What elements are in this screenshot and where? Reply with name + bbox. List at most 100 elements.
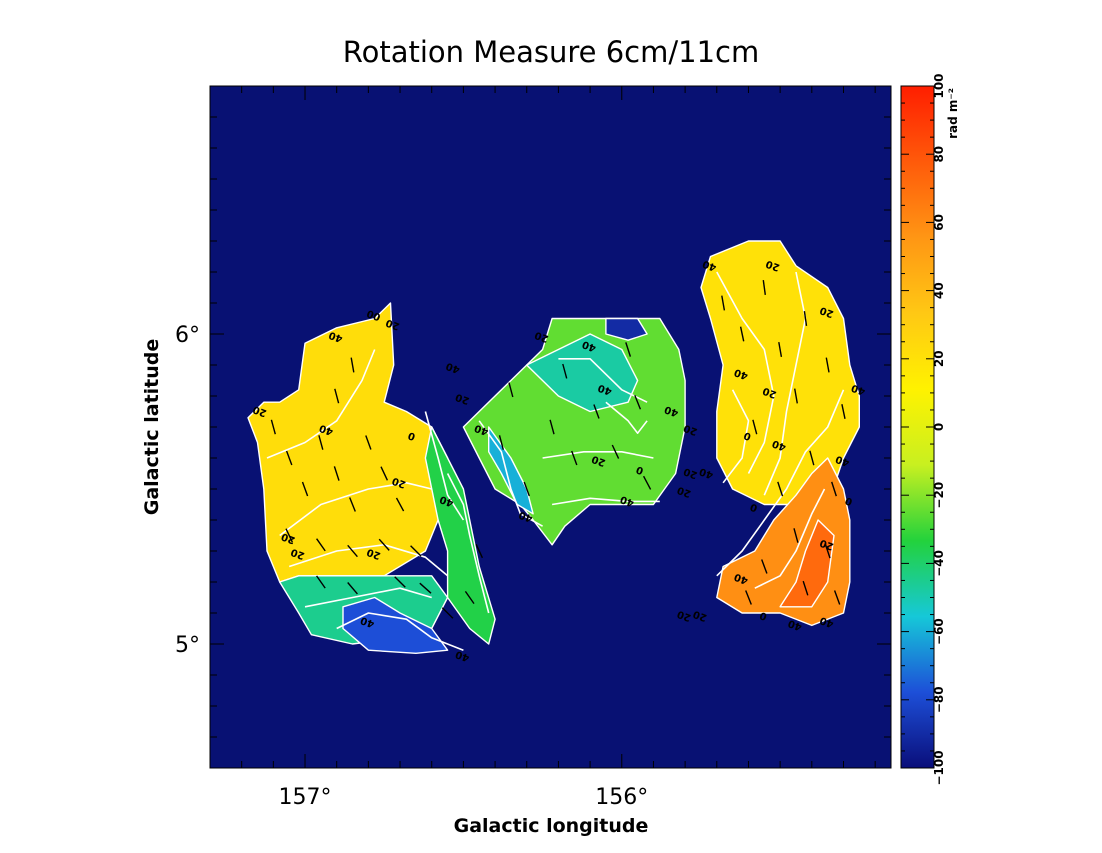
x-axis: 157° 156° bbox=[209, 86, 876, 810]
y-axis-label: Galactic latitude bbox=[141, 339, 163, 516]
polarization-vector-24 bbox=[523, 481, 530, 497]
polarization-vector-31 bbox=[562, 363, 568, 379]
rm-region-2 bbox=[342, 596, 449, 654]
contour-line-5 bbox=[446, 473, 490, 614]
contour-label-10: 40 bbox=[359, 614, 376, 629]
contour-line-10 bbox=[542, 450, 654, 459]
contour-label-28: 40 bbox=[701, 257, 718, 272]
contour-label-37: 40 bbox=[834, 453, 851, 468]
colorbar-tick-label-2: −60 bbox=[932, 618, 946, 645]
polarization-vector-41 bbox=[794, 388, 798, 404]
polarization-vector-5 bbox=[349, 497, 356, 512]
polarization-vector-40 bbox=[841, 404, 846, 419]
contour-label-11: 40 bbox=[454, 648, 471, 663]
polarization-vector-20 bbox=[441, 607, 454, 619]
polarization-vector-45 bbox=[777, 481, 784, 497]
polarization-vector-38 bbox=[803, 311, 808, 326]
polarization-vector-2 bbox=[301, 481, 309, 497]
contour-label-20: 20 bbox=[590, 453, 607, 468]
polarization-vector-43 bbox=[809, 450, 815, 466]
colorbar-tick-label-1: −80 bbox=[932, 686, 946, 713]
polarization-vector-12 bbox=[378, 538, 390, 551]
polarization-vector-49 bbox=[802, 580, 809, 596]
polarization-vector-34 bbox=[721, 295, 726, 311]
contour-line-4 bbox=[336, 612, 464, 651]
contour-label-8: 20 bbox=[289, 546, 306, 561]
polarization-vector-26 bbox=[571, 450, 578, 466]
polarization-vector-0 bbox=[270, 419, 276, 435]
polarization-vector-30 bbox=[642, 475, 652, 490]
polarization-vector-33 bbox=[508, 382, 514, 398]
contour-label-18: 40 bbox=[581, 338, 598, 353]
polarization-vector-23 bbox=[498, 435, 504, 450]
colorbar-tick-label-7: 40 bbox=[932, 282, 946, 299]
colorbar: −100 −80 −60 −40 −20 0 20 40 60 80 100 rad m⁻² bbox=[900, 73, 960, 786]
colorbar-tick-label-6: 20 bbox=[932, 350, 946, 367]
contour-label-3: 20 bbox=[251, 403, 268, 418]
colorbar-ticks: −100 −80 −60 −40 −20 0 20 40 60 80 100 bbox=[901, 73, 946, 786]
colorbar-tick-label-4: −20 bbox=[932, 482, 946, 509]
rm-region-6 bbox=[526, 333, 639, 413]
contour-label-42: 20 bbox=[676, 608, 693, 623]
polarization-vector-19 bbox=[350, 357, 355, 373]
contour-label-32: 0 bbox=[742, 429, 752, 442]
contour-label-41: 20 bbox=[692, 608, 709, 623]
x-tick-label-0: 157° bbox=[279, 785, 332, 810]
contour-label-36: 40 bbox=[850, 381, 867, 396]
polarization-vector-8 bbox=[395, 497, 405, 512]
polarization-vector-39 bbox=[825, 357, 830, 373]
polarization-vector-21 bbox=[464, 590, 475, 605]
colorbar-tick-label-8: 60 bbox=[932, 214, 946, 231]
colorbar-tick-label-0: −100 bbox=[932, 750, 946, 785]
contour-label-23: 40 bbox=[663, 403, 680, 418]
polarization-vector-32 bbox=[625, 342, 632, 357]
contour-label-29: 20 bbox=[764, 257, 781, 272]
polarization-vector-46 bbox=[793, 528, 799, 543]
polarization-vector-29 bbox=[634, 394, 642, 410]
polarization-vector-44 bbox=[831, 481, 837, 497]
polarization-vector-16 bbox=[394, 576, 406, 588]
contour-label-15: 40 bbox=[473, 422, 490, 437]
contour-label-4: 40 bbox=[318, 422, 335, 437]
contour-label-31: 20 bbox=[761, 385, 778, 400]
colorbar-tick-label-5: 0 bbox=[932, 423, 946, 431]
rm-region-7 bbox=[605, 317, 648, 341]
contour-line-1 bbox=[279, 481, 432, 537]
polarization-vector-15 bbox=[347, 582, 358, 595]
contour-label-27: 20 bbox=[676, 484, 693, 499]
y-tick-label-1: 5° bbox=[175, 633, 200, 658]
contour-line-3 bbox=[304, 587, 432, 608]
polarization-vector-1 bbox=[285, 450, 293, 466]
contour-label-43: 0 bbox=[758, 609, 768, 622]
contour-label-17: 20 bbox=[533, 329, 550, 344]
contour-label-44: 40 bbox=[787, 617, 804, 632]
polarization-vector-48 bbox=[761, 559, 768, 574]
polarization-vectors bbox=[270, 280, 846, 619]
polarization-vector-37 bbox=[778, 341, 783, 358]
contour-label-24: 20 bbox=[682, 422, 699, 437]
contour-label-45: 40 bbox=[818, 614, 835, 629]
polarization-vector-17 bbox=[419, 582, 432, 594]
contour-label-21: 40 bbox=[619, 493, 636, 508]
polarization-vector-36 bbox=[762, 280, 766, 295]
polarization-vector-6 bbox=[365, 435, 372, 450]
contour-line-14 bbox=[763, 271, 807, 496]
contour-label-0: 00 bbox=[365, 307, 382, 322]
contour-label-30: 40 bbox=[733, 366, 750, 381]
contour-label-5: 0 bbox=[407, 429, 417, 442]
contour-label-40: 40 bbox=[733, 571, 750, 586]
polarization-vector-9 bbox=[285, 528, 294, 543]
polarization-vector-25 bbox=[549, 419, 555, 435]
contour-line-9 bbox=[551, 497, 660, 506]
contour-label-26: 40 bbox=[698, 465, 715, 480]
contour-line-13 bbox=[722, 389, 750, 484]
contour-label-34: 0 bbox=[749, 500, 759, 513]
y-axis: 6° 5° bbox=[175, 85, 891, 769]
contour-label-35: 20 bbox=[818, 304, 835, 319]
contour-label-9: 20 bbox=[365, 546, 382, 561]
contour-label-33: 40 bbox=[771, 437, 788, 452]
contour-line-0 bbox=[266, 349, 376, 459]
contour-line-7 bbox=[424, 411, 465, 521]
